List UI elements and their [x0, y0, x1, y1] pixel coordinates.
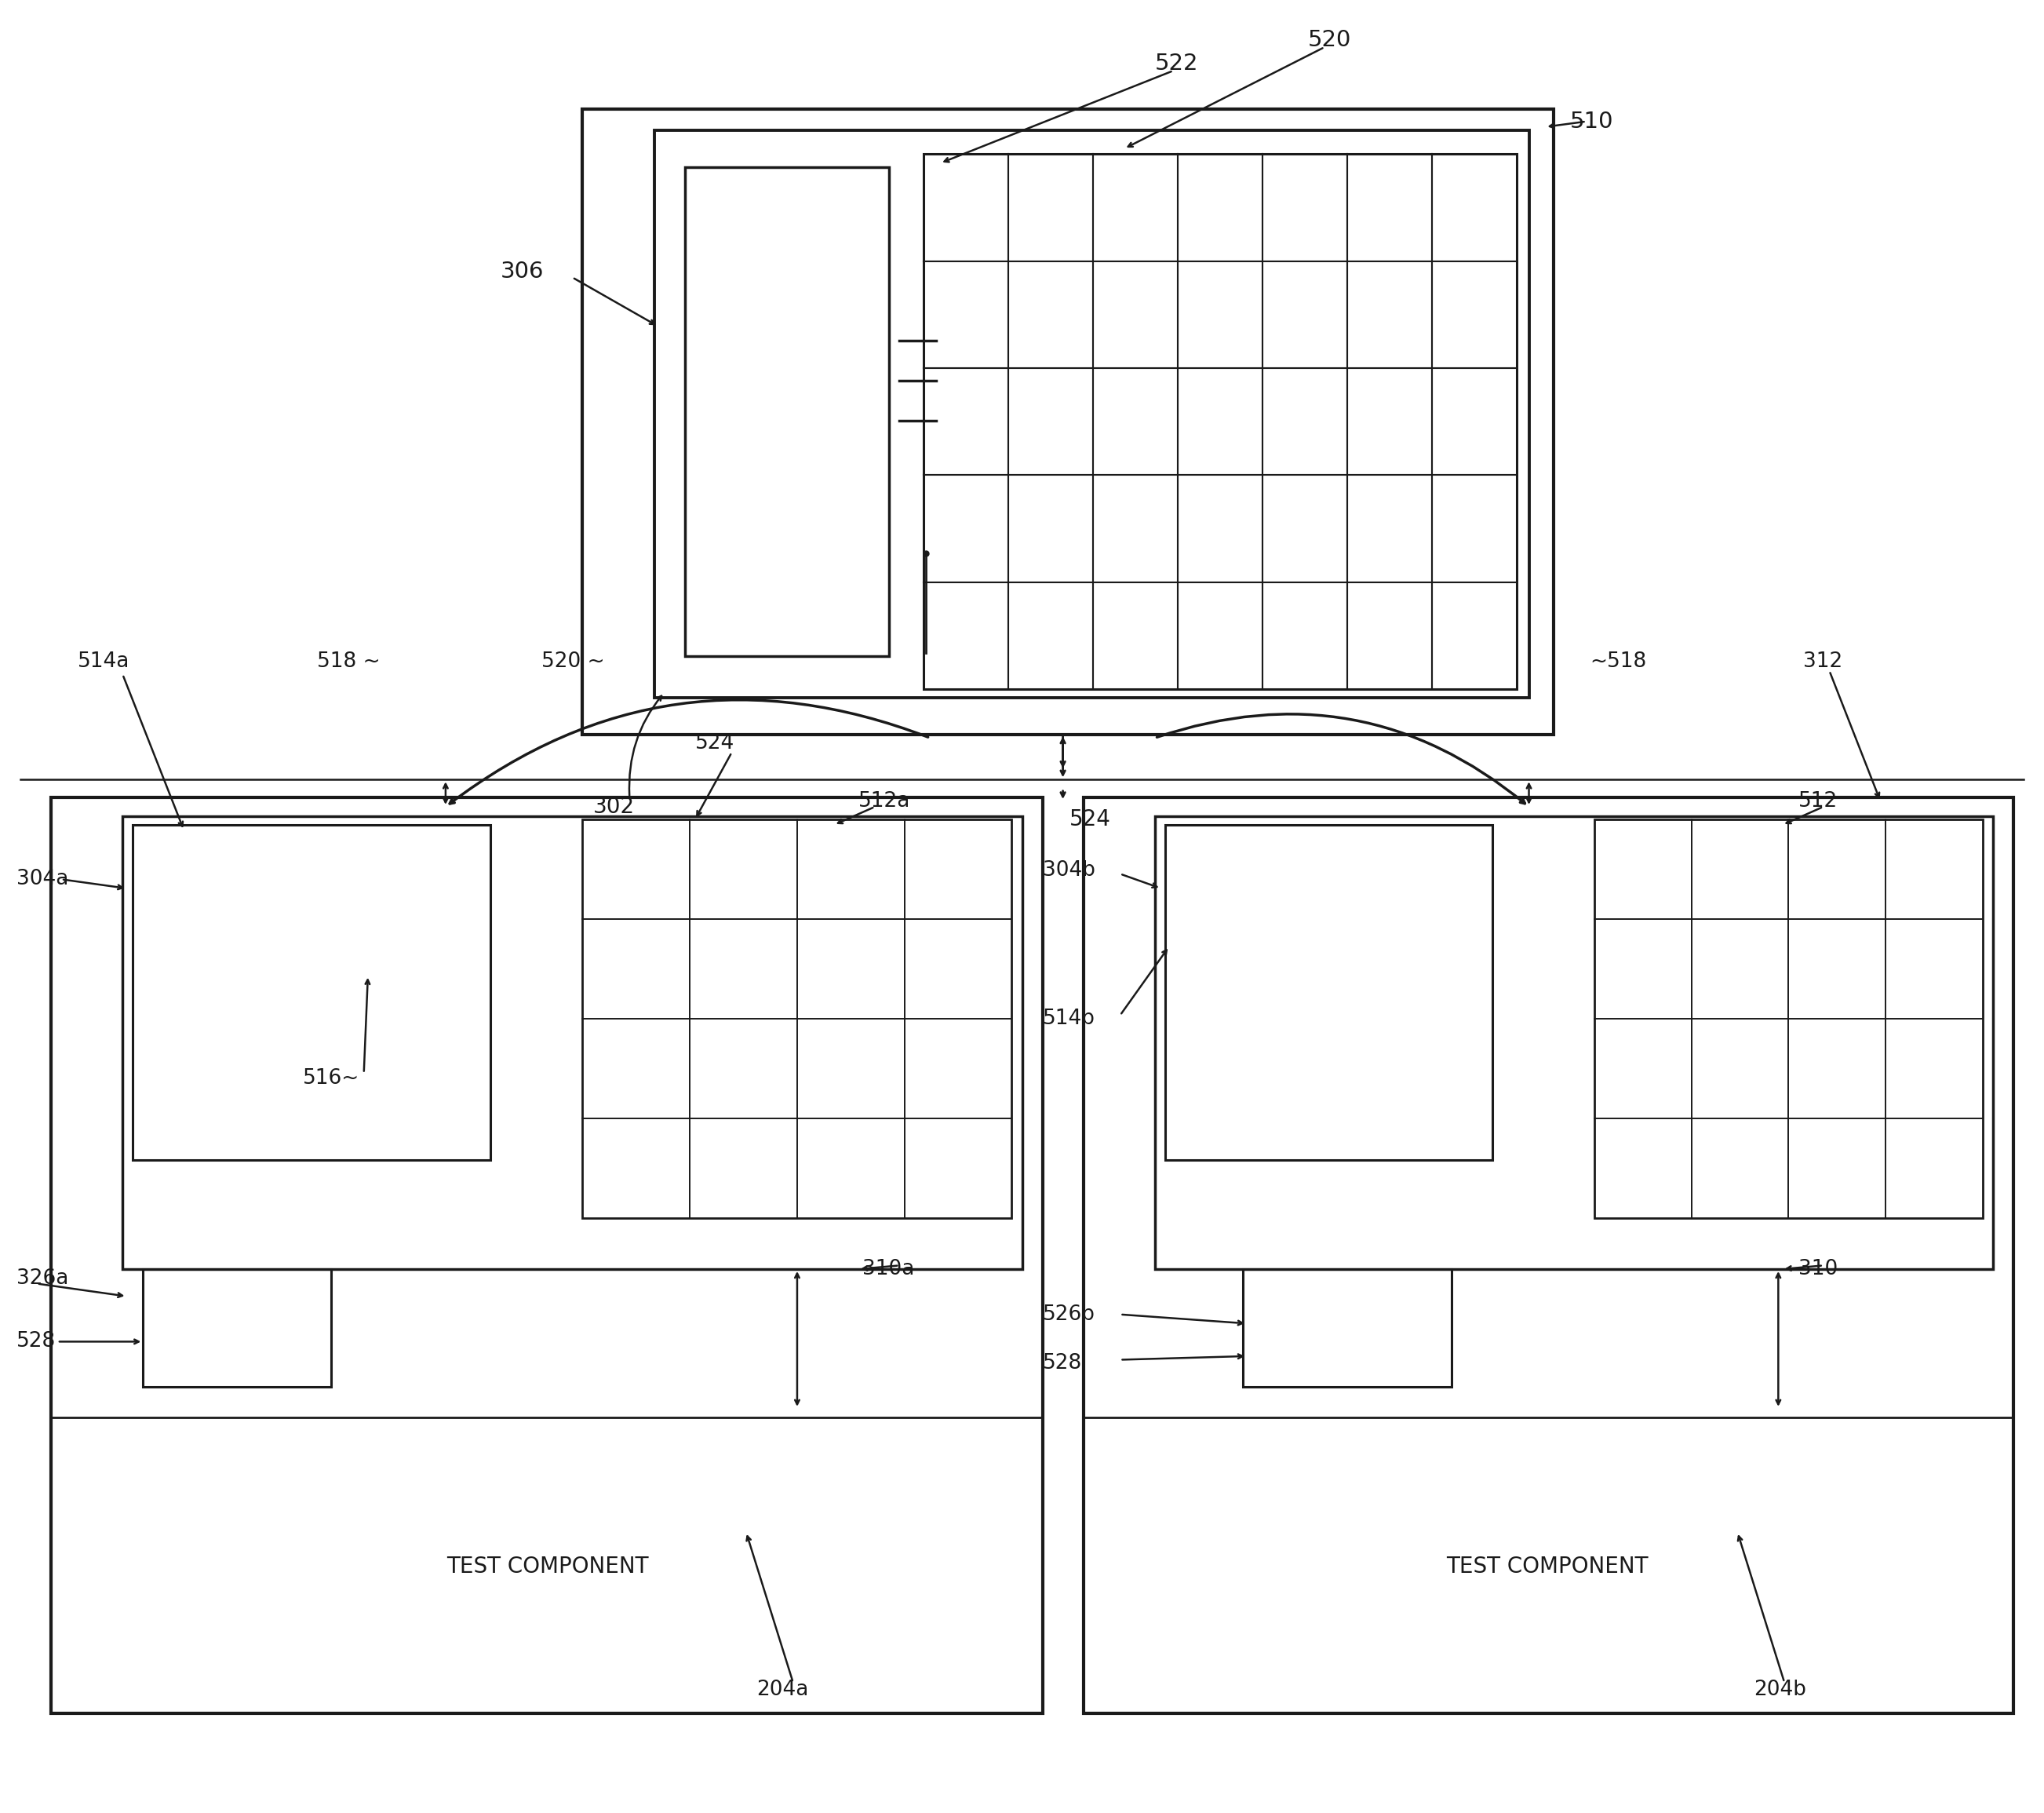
Text: 522: 522	[1155, 53, 1198, 74]
Text: 204a: 204a	[756, 1679, 807, 1701]
Bar	[143, 1269, 331, 1387]
Text: 518 ~: 518 ~	[317, 651, 380, 673]
Text: 204b: 204b	[1754, 1679, 1807, 1701]
Bar	[1155, 816, 1993, 1269]
Text: TEST COMPONENT: TEST COMPONENT	[448, 1556, 648, 1577]
Text: 510: 510	[1570, 111, 1613, 132]
Text: 516~: 516~	[303, 1068, 360, 1090]
Text: 304a: 304a	[16, 868, 67, 890]
Text: ~518: ~518	[1590, 651, 1647, 673]
Bar	[583, 819, 1012, 1218]
Text: TEST COMPONENT: TEST COMPONENT	[1447, 1556, 1647, 1577]
Text: 304b: 304b	[1042, 859, 1096, 881]
Bar	[924, 154, 1517, 689]
Text: 312: 312	[1803, 651, 1842, 673]
Bar	[685, 167, 889, 656]
Text: 528: 528	[1042, 1352, 1081, 1374]
Bar	[123, 816, 1022, 1269]
Text: 528: 528	[16, 1331, 55, 1352]
Text: 514a: 514a	[78, 651, 129, 673]
Text: 326a: 326a	[16, 1267, 67, 1289]
Bar	[1165, 825, 1492, 1160]
Bar	[1083, 798, 2013, 1713]
Text: 526b: 526b	[1042, 1304, 1096, 1325]
Bar	[1594, 819, 1983, 1218]
Bar	[133, 825, 491, 1160]
Text: 520 ~: 520 ~	[542, 651, 605, 673]
Text: 524: 524	[695, 732, 734, 754]
Bar	[583, 109, 1553, 734]
Text: 310a: 310a	[863, 1258, 914, 1280]
Bar	[654, 131, 1529, 698]
Text: 524: 524	[1069, 809, 1110, 830]
Text: 512: 512	[1799, 790, 1838, 812]
Bar	[51, 798, 1042, 1713]
Text: 306: 306	[501, 261, 544, 283]
Text: 512a: 512a	[858, 790, 910, 812]
Text: 310: 310	[1799, 1258, 1838, 1280]
Text: 520: 520	[1308, 29, 1351, 51]
Text: 514b: 514b	[1042, 1008, 1096, 1030]
Bar	[1243, 1269, 1451, 1387]
Text: 302: 302	[593, 796, 634, 818]
